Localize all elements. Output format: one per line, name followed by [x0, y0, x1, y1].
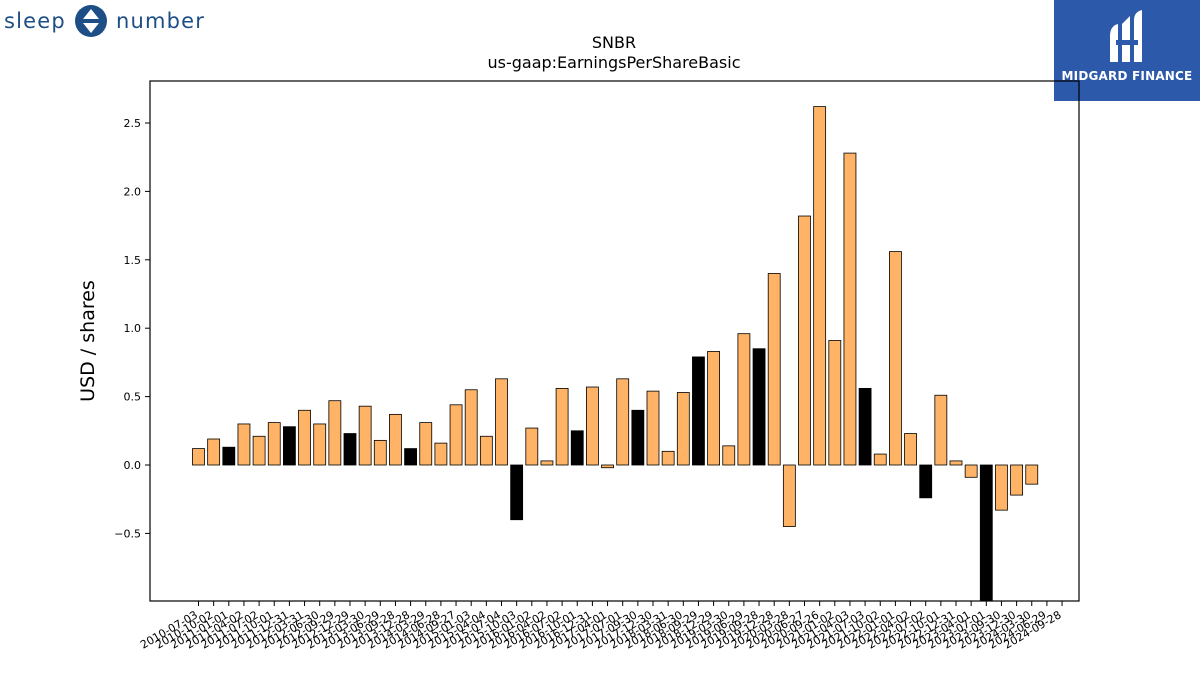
- bar-44: [858, 387, 872, 466]
- bar-0: [192, 448, 205, 466]
- y-tick-label: 0.0: [124, 459, 142, 472]
- bar-29: [631, 409, 645, 466]
- sleep-number-arrows-icon: [74, 5, 107, 37]
- bar-38: [767, 273, 781, 466]
- bar-50: [949, 460, 963, 466]
- bar-1: [207, 438, 221, 466]
- bar-28: [616, 378, 630, 466]
- bar-30: [646, 390, 660, 466]
- bar-20: [495, 378, 508, 466]
- bar-18: [464, 389, 478, 466]
- bar-45: [873, 453, 887, 466]
- bar-26: [586, 386, 599, 466]
- chart-subtitle: us-gaap:EarningsPerShareBasic: [487, 53, 740, 72]
- bar-4: [252, 435, 266, 466]
- bar-46: [889, 251, 902, 466]
- bar-27: [601, 464, 614, 469]
- bar-3: [237, 423, 251, 466]
- bar-6: [282, 426, 296, 466]
- bar-35: [722, 445, 736, 466]
- bar-9: [328, 400, 342, 466]
- bar-21: [510, 464, 524, 521]
- bar-52: [979, 464, 993, 602]
- bar-43: [843, 152, 857, 466]
- bar-36: [737, 333, 751, 466]
- y-tick-label: 0.5: [124, 391, 142, 404]
- bar-10: [343, 433, 357, 466]
- bar-12: [373, 439, 387, 466]
- bar-22: [525, 427, 539, 466]
- bar-53: [995, 464, 1008, 511]
- y-tick-label: 1.5: [124, 254, 142, 267]
- bar-11: [358, 405, 372, 466]
- y-tick-label: 1.0: [124, 322, 142, 335]
- midgard-monogram-icon: [1110, 10, 1142, 62]
- bar-31: [661, 450, 675, 466]
- bar-25: [570, 430, 584, 466]
- midgard-finance-logo: MIDGARD FINANCE: [1054, 0, 1200, 101]
- bar-24: [555, 387, 569, 466]
- logo-word-sleep: sleep: [4, 9, 66, 33]
- y-axis: −0.5 0.0 0.5 1.0 1.5 2.0 2.5: [114, 117, 150, 540]
- y-tick-label: 2.0: [124, 185, 142, 198]
- bar-14: [404, 448, 418, 466]
- sleep-number-logo: sleep number: [4, 4, 205, 38]
- bar-23: [540, 460, 554, 466]
- bar-47: [904, 433, 917, 466]
- bar-16: [434, 442, 448, 466]
- bar-39: [782, 464, 796, 527]
- bar-49: [934, 394, 948, 466]
- bar-40: [798, 215, 811, 466]
- bar-33: [692, 356, 705, 466]
- bar-17: [449, 404, 463, 466]
- bar-51: [964, 464, 978, 478]
- bar-8: [313, 423, 327, 466]
- bar-15: [419, 422, 433, 466]
- chart-title: SNBR: [592, 33, 636, 52]
- bar-13: [389, 413, 402, 466]
- bar-55: [1025, 464, 1039, 485]
- bar-48: [919, 464, 933, 499]
- bar-41: [813, 106, 827, 466]
- bars-layer: [192, 106, 1039, 602]
- y-tick-label: −0.5: [114, 527, 141, 540]
- bar-5: [267, 422, 281, 466]
- logo-word-number: number: [115, 9, 206, 33]
- bar-19: [479, 435, 493, 466]
- midgard-finance-name: MIDGARD FINANCE: [1061, 69, 1193, 83]
- x-axis: 2010-07-032010-10-022011-01-012011-04-02…: [138, 601, 1064, 652]
- bar-34: [707, 351, 720, 466]
- bar-54: [1010, 464, 1023, 496]
- bar-32: [676, 392, 690, 466]
- bar-42: [828, 340, 842, 466]
- y-axis-label: USD / shares: [77, 280, 99, 402]
- bar-2: [222, 446, 236, 466]
- bar-7: [298, 409, 311, 466]
- y-tick-label: 2.5: [124, 117, 142, 130]
- plot-frame: [149, 80, 1080, 602]
- bar-37: [752, 348, 766, 466]
